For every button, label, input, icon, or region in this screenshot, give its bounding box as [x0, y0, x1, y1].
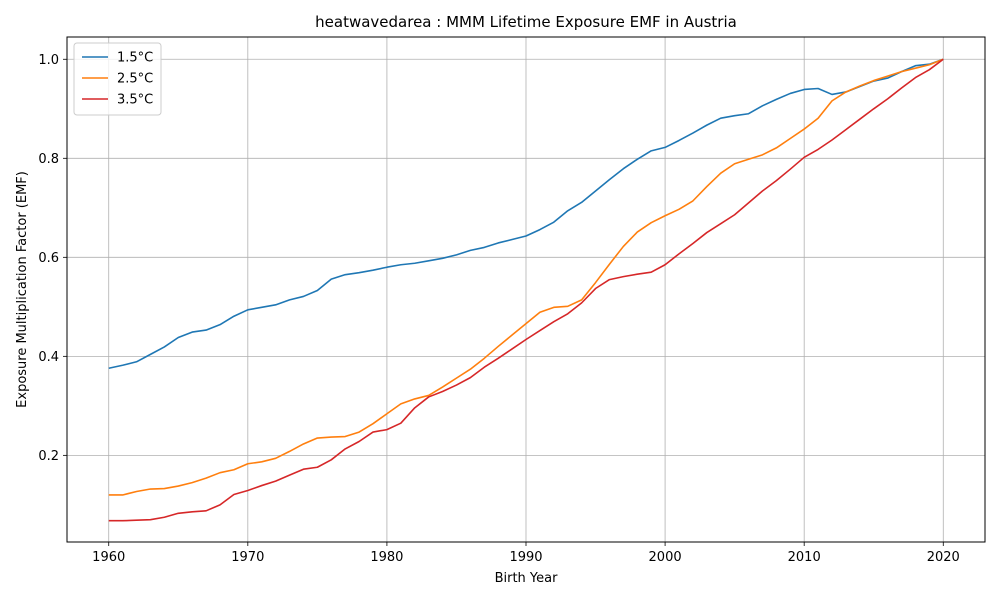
legend: 1.5°C 2.5°C 3.5°C	[73, 42, 162, 116]
x-tick-label: 1970	[231, 550, 264, 565]
x-tick-label: 1960	[92, 550, 125, 565]
x-tick-label: 1980	[370, 550, 403, 565]
series-line-1	[108, 58, 944, 370]
y-tick-label: 0.2	[38, 449, 59, 464]
x-tick-label: 2010	[788, 550, 821, 565]
y-tick-label: 0.6	[38, 251, 59, 266]
legend-label: 2.5°C	[117, 72, 153, 87]
x-tick-label: 2020	[927, 550, 960, 565]
chart-title: heatwavedarea : MMM Lifetime Exposure EM…	[315, 13, 737, 31]
y-tick-label: 1.0	[38, 53, 59, 68]
series-lines	[108, 58, 944, 522]
grid-lines	[67, 37, 985, 542]
y-axis-label: Exposure Multiplication Factor (EMF)	[15, 171, 30, 408]
legend-box	[73, 42, 162, 116]
series-line-2	[108, 58, 944, 496]
series-line-3	[108, 58, 944, 522]
x-tick-label: 2000	[649, 550, 682, 565]
y-tick-label: 0.4	[38, 350, 59, 365]
y-axis-ticks: 0.2 0.4 0.6 0.8 1.0	[38, 53, 67, 464]
legend-label: 3.5°C	[117, 93, 153, 108]
x-axis-label: Birth Year	[495, 571, 559, 586]
x-axis-ticks: 1960 1970 1980 1990 2000 2010 2020	[92, 542, 960, 565]
legend-label: 1.5°C	[117, 51, 153, 66]
y-tick-label: 0.8	[38, 152, 59, 167]
x-tick-label: 1990	[509, 550, 542, 565]
